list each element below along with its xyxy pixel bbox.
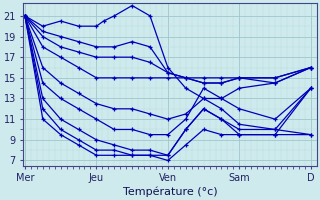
X-axis label: Température (°c): Température (°c): [123, 186, 217, 197]
